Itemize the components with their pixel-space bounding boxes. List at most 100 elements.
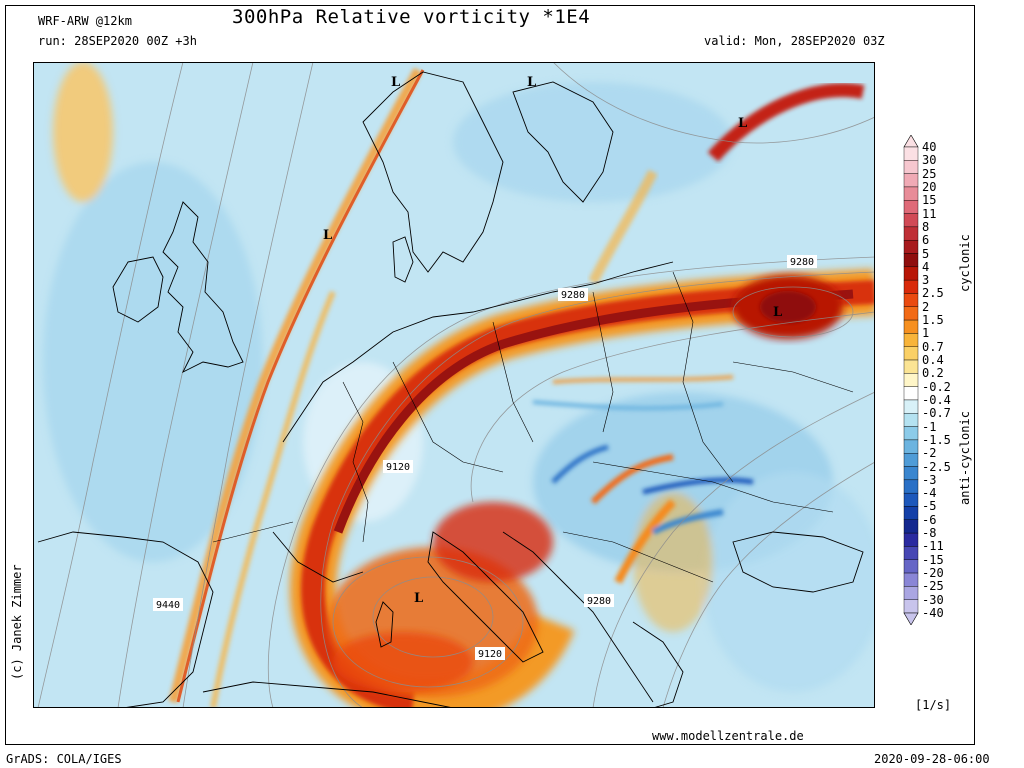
height-contours bbox=[37, 62, 875, 708]
model-label: WRF-ARW @12km bbox=[38, 14, 132, 28]
contour-9280-east: 9280 bbox=[787, 255, 817, 268]
legend-level-label: -4 bbox=[922, 486, 937, 501]
units-label: [1/s] bbox=[915, 698, 952, 712]
legend-level-label: -0.2 bbox=[922, 379, 951, 394]
legend-level-label: 3 bbox=[922, 273, 930, 288]
legend-swatch bbox=[903, 559, 919, 574]
vortex-east-core bbox=[760, 291, 816, 323]
legend-swatch bbox=[903, 492, 919, 507]
legend-swatch bbox=[903, 253, 919, 268]
legend-level-label: 5 bbox=[922, 246, 930, 261]
legend-level-label: 11 bbox=[922, 206, 937, 221]
legend-level-label: -2.5 bbox=[922, 459, 951, 474]
legend-level-label: 30 bbox=[922, 153, 937, 168]
legend-swatch bbox=[903, 519, 919, 534]
figure-frame bbox=[5, 5, 975, 745]
legend-level-label: 40 bbox=[922, 140, 937, 154]
legend-level-label: -2 bbox=[922, 446, 937, 461]
svg-text:9120: 9120 bbox=[386, 462, 410, 473]
legend-level-label: 0.7 bbox=[922, 339, 944, 354]
legend-level-label: 1.5 bbox=[922, 313, 944, 328]
copyright-credit: (c) Janek Zimmer bbox=[10, 564, 24, 680]
legend-level-label: 15 bbox=[922, 193, 937, 208]
legend-level-label: -6 bbox=[922, 512, 937, 527]
legend-level-label: -25 bbox=[922, 579, 944, 594]
timestamp-label: 2020-09-28-06:00 bbox=[874, 752, 990, 766]
legend-swatch bbox=[903, 399, 919, 414]
legend-swatch bbox=[903, 293, 919, 307]
map-border bbox=[33, 62, 875, 708]
svg-text:9280: 9280 bbox=[790, 257, 814, 268]
legend-swatch bbox=[903, 319, 919, 334]
valid-time-label: valid: Mon, 28SEP2020 03Z bbox=[704, 34, 885, 48]
legend-swatch bbox=[903, 306, 919, 321]
legend-arrow-top bbox=[903, 135, 919, 148]
legend-swatch bbox=[903, 346, 919, 361]
legend-swatch bbox=[903, 466, 919, 481]
legend-anticyclonic-label: anti-cyclonic bbox=[958, 411, 972, 505]
legend-level-label: -20 bbox=[922, 566, 944, 581]
country-borders bbox=[212, 271, 854, 583]
coastlines bbox=[37, 71, 864, 708]
contour-9120-alps: 9120 bbox=[383, 460, 413, 473]
legend-level-label: -0.7 bbox=[922, 406, 951, 421]
legend-level-label: 2.5 bbox=[922, 286, 944, 301]
legend-level-label: 0.4 bbox=[922, 353, 944, 368]
svg-text:9120: 9120 bbox=[478, 649, 502, 660]
svg-text:9280: 9280 bbox=[561, 290, 585, 301]
legend-level-label: -5 bbox=[922, 499, 937, 514]
vorticity-map: L L L L L L 9280 9280 9120 9280 9120 bbox=[33, 62, 875, 708]
legend-swatch bbox=[903, 239, 919, 254]
legend-level-label: 20 bbox=[922, 179, 937, 194]
website-label: www.modellzentrale.de bbox=[652, 729, 804, 743]
svg-text:9280: 9280 bbox=[587, 596, 611, 607]
cutoff-low-north bbox=[433, 502, 553, 582]
low-east: L bbox=[773, 305, 782, 320]
legend-swatch bbox=[903, 546, 919, 560]
contour-9120-south: 9120 bbox=[475, 647, 505, 660]
legend-level-label: -3 bbox=[922, 472, 937, 487]
low-north-atlantic: L bbox=[391, 75, 400, 90]
legend-swatch bbox=[903, 386, 919, 401]
run-label: run: 28SEP2020 00Z +3h bbox=[38, 34, 197, 48]
legend-swatch bbox=[903, 160, 919, 174]
balkan-bands bbox=[532, 375, 754, 584]
legend-level-label: 4 bbox=[922, 259, 930, 274]
low-atlantic-trough: L bbox=[323, 228, 332, 243]
legend-swatch bbox=[903, 226, 919, 241]
legend-swatch bbox=[903, 572, 919, 587]
legend-level-label: -1 bbox=[922, 419, 937, 434]
legend-swatch bbox=[903, 506, 919, 521]
legend-swatch bbox=[903, 439, 919, 454]
contour-9280-north: 9280 bbox=[558, 288, 588, 301]
legend-swatch bbox=[903, 479, 919, 494]
legend-level-label: 8 bbox=[922, 219, 930, 234]
legend-level-label: -0.4 bbox=[922, 392, 951, 407]
legend-swatch bbox=[903, 373, 919, 387]
legend-level-label: 0.2 bbox=[922, 366, 944, 381]
legend-swatch bbox=[903, 186, 919, 201]
legend-level-label: 25 bbox=[922, 166, 937, 181]
legend-swatch bbox=[903, 146, 919, 161]
legend-swatch bbox=[903, 586, 919, 600]
vorticity-band-northeast-secondary bbox=[588, 169, 658, 285]
contour-9280-balkan: 9280 bbox=[584, 594, 614, 607]
legend-level-label: -15 bbox=[922, 552, 944, 567]
legend-swatch bbox=[903, 279, 919, 294]
legend-swatch bbox=[903, 426, 919, 441]
jet-streak-west bbox=[168, 67, 422, 704]
jet-streak-west-core bbox=[176, 69, 425, 703]
legend-arrow-bottom bbox=[903, 612, 919, 625]
cutoff-low-south bbox=[333, 632, 473, 692]
legend-swatch bbox=[903, 599, 919, 614]
map-title: 300hPa Relative vorticity *1E4 bbox=[232, 6, 591, 28]
low-northeast: L bbox=[738, 116, 747, 131]
legend-level-label: -40 bbox=[922, 606, 944, 620]
legend-level-label: 6 bbox=[922, 233, 930, 248]
legend-swatch bbox=[903, 173, 919, 188]
legend-swatch bbox=[903, 453, 919, 467]
legend-swatch bbox=[903, 359, 919, 374]
legend-level-label: -1.5 bbox=[922, 432, 951, 447]
legend-level-label: -30 bbox=[922, 592, 944, 607]
low-scandinavia: L bbox=[527, 75, 536, 90]
